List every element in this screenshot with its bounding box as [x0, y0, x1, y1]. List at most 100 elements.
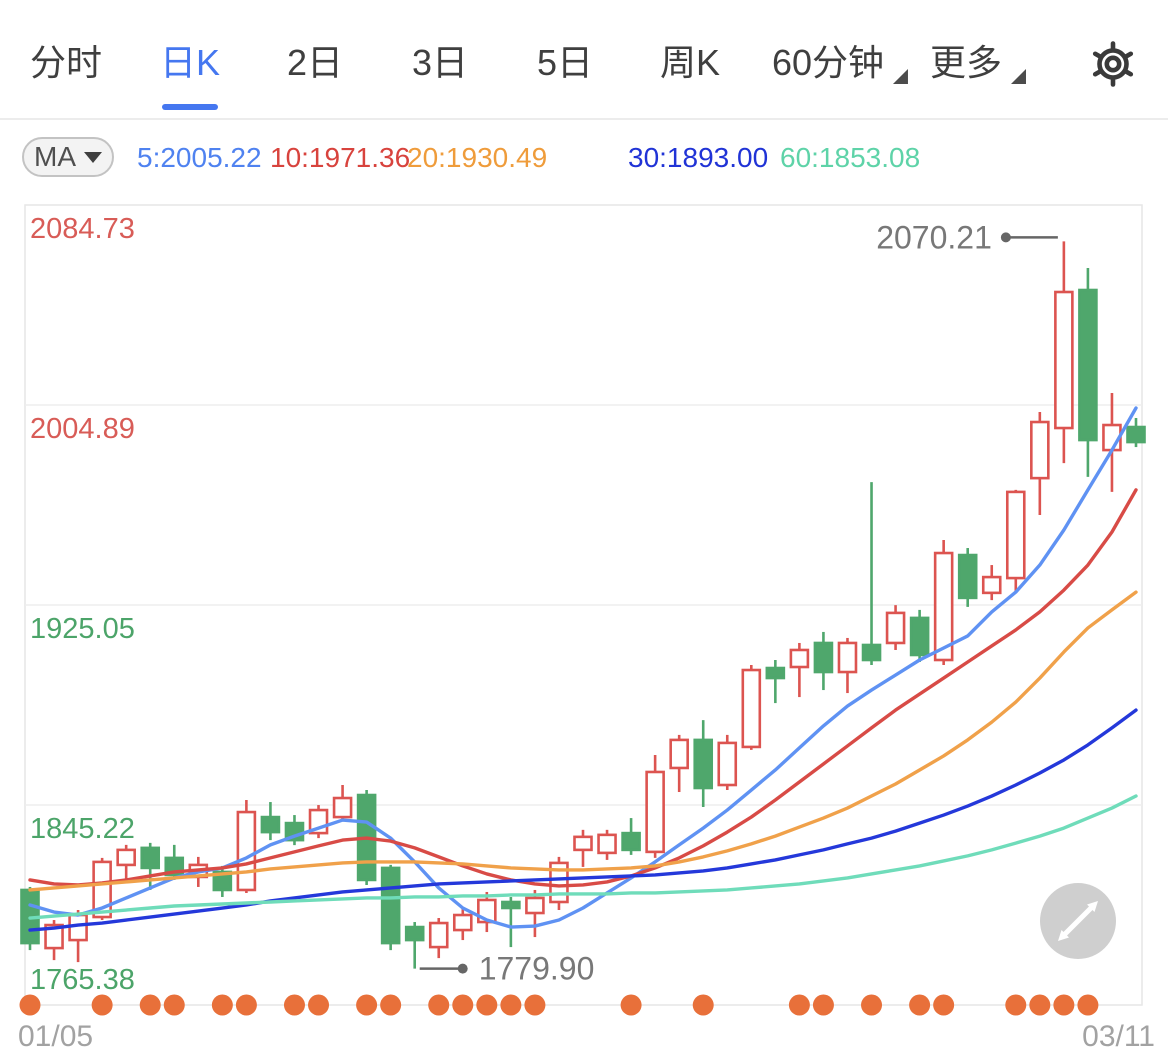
event-dot: [19, 994, 41, 1016]
y-axis-label: 2004.89: [30, 413, 135, 445]
y-axis-label: 2084.73: [30, 213, 135, 245]
candle: [44, 920, 64, 961]
event-dot: [692, 994, 714, 1016]
ma-indicator-bar: MA 5:2005.22 10:1971.36 20:1930.49 30:1893.…: [0, 120, 1168, 195]
candle: [765, 659, 786, 704]
candle: [236, 800, 257, 893]
low-annotation-label: 1779.90: [479, 951, 595, 987]
dropdown-corner-icon: [893, 69, 909, 84]
event-dot: [283, 994, 305, 1016]
dropdown-corner-icon: [1011, 69, 1027, 84]
x-axis-label-end: 03/11: [1082, 1020, 1155, 1053]
y-axis-label: 1925.05: [30, 613, 135, 645]
candle: [284, 815, 305, 846]
candle: [380, 864, 401, 951]
x-axis-labels: 01/05 03/11: [18, 1020, 1155, 1053]
ma-selector[interactable]: MA: [22, 137, 114, 177]
tab-weekly-k[interactable]: 周K: [659, 42, 721, 83]
candle: [525, 889, 545, 938]
candle: [501, 896, 521, 948]
candle: [957, 548, 978, 607]
annotations: 2070.21 1779.90: [419, 219, 1058, 987]
tab-5day[interactable]: 5日: [536, 42, 594, 83]
candle: [645, 754, 665, 858]
expand-button[interactable]: [1040, 883, 1116, 959]
event-dot: [476, 994, 498, 1016]
candle: [741, 665, 762, 750]
ma-line-ma60: [28, 794, 1138, 920]
ma-line-ma20: [28, 590, 1138, 892]
candle: [789, 642, 810, 698]
ma-value-20: 20:1930.49: [407, 142, 548, 173]
y-axis-labels: 2084.73 2004.89 1925.05 1845.22 1765.38: [30, 213, 135, 996]
candle: [452, 908, 473, 941]
event-dot: [163, 994, 185, 1016]
period-tabs: 分时 日K 2日 3日 5日 周K 60分钟 更多: [0, 0, 1168, 118]
candle: [308, 805, 329, 839]
candle: [885, 605, 906, 650]
ma-value-30: 30:1893.00: [628, 142, 769, 173]
candle: [116, 844, 136, 883]
candle: [68, 910, 88, 963]
event-dot: [1005, 994, 1027, 1016]
ma-selector-label: MA: [34, 141, 76, 172]
candle: [861, 482, 882, 666]
event-dot: [1053, 994, 1075, 1016]
candle: [909, 609, 930, 663]
candle: [693, 720, 714, 808]
tab-3day[interactable]: 3日: [411, 42, 469, 83]
ma-lines: [28, 406, 1138, 932]
x-axis-label-start: 01/05: [18, 1020, 93, 1053]
candle: [933, 540, 954, 666]
caret-down-icon: [84, 151, 102, 163]
y-axis-label: 1765.38: [30, 964, 135, 996]
event-dot: [500, 994, 522, 1016]
y-axis-label: 1845.22: [30, 813, 135, 845]
candle: [549, 856, 569, 911]
settings-button[interactable]: [1089, 40, 1137, 88]
event-dot: [380, 994, 402, 1016]
event-dot: [452, 994, 474, 1016]
candle: [621, 818, 641, 855]
tab-2day[interactable]: 2日: [286, 42, 344, 83]
event-dot: [235, 994, 257, 1016]
candle: [1054, 241, 1074, 464]
gear-icon: [1092, 41, 1134, 87]
event-dot: [211, 994, 233, 1016]
high-annotation-label: 2070.21: [876, 219, 992, 255]
ma-value-5: 5:2005.22: [137, 142, 262, 173]
event-dot: [812, 994, 834, 1016]
candle: [260, 802, 281, 841]
event-dot: [933, 994, 955, 1016]
grid: [24, 204, 1143, 1006]
candle: [573, 829, 593, 867]
tab-time-share[interactable]: 分时: [29, 42, 103, 83]
event-dot: [620, 994, 642, 1016]
candle: [477, 891, 497, 933]
candle: [404, 922, 425, 969]
candle: [1126, 418, 1146, 448]
tab-more[interactable]: 更多: [930, 40, 1027, 88]
ma-value-10: 10:1971.36: [270, 142, 411, 173]
event-dot: [428, 994, 450, 1016]
candle: [813, 631, 834, 691]
event-dot: [1077, 994, 1099, 1016]
tab-daily-k[interactable]: 日K: [160, 40, 220, 88]
ma-line-ma30: [28, 708, 1138, 932]
candle: [981, 565, 1002, 601]
candle: [428, 918, 449, 959]
candle: [212, 865, 233, 897]
candle: [597, 829, 617, 860]
event-dot: [524, 994, 546, 1016]
candle: [164, 844, 185, 880]
event-dot: [308, 994, 330, 1016]
candle: [1078, 267, 1098, 477]
tab-60min[interactable]: 60分钟: [772, 40, 909, 88]
candle: [837, 637, 858, 694]
candle: [1030, 411, 1050, 515]
event-dots: [19, 994, 1099, 1016]
candle: [332, 785, 353, 821]
candle: [717, 734, 738, 791]
ma-value-60: 60:1853.08: [780, 142, 921, 173]
